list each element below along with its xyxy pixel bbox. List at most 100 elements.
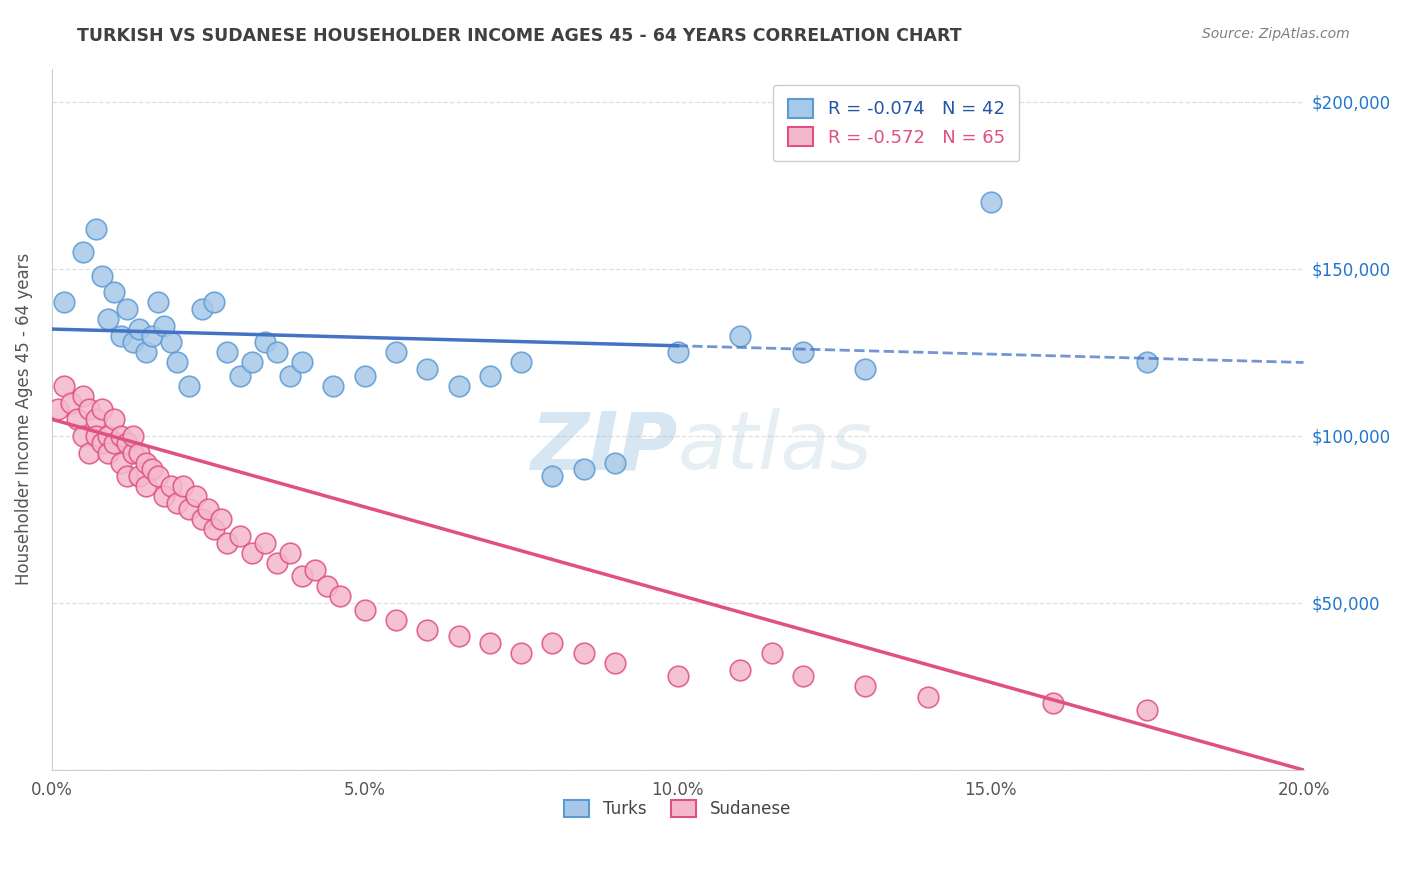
Point (447, 379, 470, 393)
Point (179, 502, 201, 516)
Point (240, 355, 263, 369)
Point (128, 322, 150, 336)
Point (215, 536, 238, 550)
Point (278, 546, 301, 560)
Point (197, 502, 219, 516)
Point (72, 389, 94, 403)
Point (72, 429, 94, 443)
Point (135, 479, 157, 493)
Point (146, 469, 169, 483)
Text: atlas: atlas (678, 409, 872, 486)
Point (135, 345, 157, 359)
Point (97, 312, 120, 326)
Point (855, 680, 877, 694)
Point (291, 355, 314, 369)
Point (572, 462, 595, 476)
Point (447, 629, 470, 643)
Point (478, 368, 501, 383)
Point (172, 479, 194, 493)
Point (84, 412, 107, 426)
Point (228, 529, 250, 543)
Point (97, 429, 120, 443)
Point (792, 669, 814, 683)
Point (128, 445, 150, 459)
Point (153, 489, 176, 503)
Point (416, 623, 439, 637)
Point (541, 636, 564, 650)
Point (603, 456, 626, 470)
Point (110, 328, 132, 343)
Point (666, 345, 689, 359)
Point (103, 435, 125, 450)
Point (215, 345, 238, 359)
Point (316, 579, 339, 593)
Point (204, 523, 226, 537)
Text: ZIP: ZIP (530, 409, 678, 486)
Point (240, 546, 263, 560)
Point (228, 368, 250, 383)
Point (122, 429, 145, 443)
Point (135, 456, 157, 470)
Point (159, 479, 181, 493)
Point (1136, 703, 1159, 717)
Point (72, 245, 94, 260)
Point (1136, 355, 1159, 369)
Point (291, 569, 314, 583)
Point (166, 355, 188, 369)
Point (792, 345, 814, 359)
Point (728, 328, 751, 343)
Point (90, 402, 112, 417)
Point (79, 445, 101, 459)
Point (128, 469, 150, 483)
Point (84, 222, 107, 236)
Point (115, 301, 138, 316)
Point (53, 295, 76, 310)
Point (253, 536, 276, 550)
Point (253, 335, 276, 350)
Point (166, 496, 188, 510)
Point (980, 195, 1002, 210)
Point (666, 669, 689, 683)
Point (329, 589, 352, 603)
Text: TURKISH VS SUDANESE HOUSEHOLDER INCOME AGES 45 - 64 YEARS CORRELATION CHART: TURKISH VS SUDANESE HOUSEHOLDER INCOME A… (77, 27, 962, 45)
Point (266, 556, 288, 570)
Point (478, 636, 501, 650)
Point (179, 379, 201, 393)
Point (1042, 696, 1064, 710)
Y-axis label: Householder Income Ages 45 - 64 years: Householder Income Ages 45 - 64 years (15, 253, 32, 585)
Point (115, 435, 138, 450)
Point (304, 563, 326, 577)
Point (353, 368, 375, 383)
Point (278, 368, 301, 383)
Point (46, 402, 69, 417)
Point (110, 429, 132, 443)
Point (122, 445, 145, 459)
Point (855, 362, 877, 376)
Point (353, 602, 375, 616)
Point (322, 379, 344, 393)
Point (572, 646, 595, 660)
Point (84, 429, 107, 443)
Point (66, 412, 89, 426)
Point (385, 613, 408, 627)
Point (385, 345, 408, 359)
Point (603, 656, 626, 670)
Point (122, 335, 145, 350)
Point (761, 646, 783, 660)
Text: Source: ZipAtlas.com: Source: ZipAtlas.com (1202, 27, 1350, 41)
Point (209, 512, 232, 526)
Point (141, 462, 163, 476)
Point (266, 345, 288, 359)
Point (510, 646, 533, 660)
Point (541, 469, 564, 483)
Point (917, 690, 939, 704)
Point (59, 395, 82, 409)
Point (146, 295, 169, 310)
Point (110, 456, 132, 470)
Point (97, 445, 120, 459)
Point (115, 469, 138, 483)
Point (510, 355, 533, 369)
Point (141, 328, 163, 343)
Point (728, 663, 751, 677)
Point (204, 295, 226, 310)
